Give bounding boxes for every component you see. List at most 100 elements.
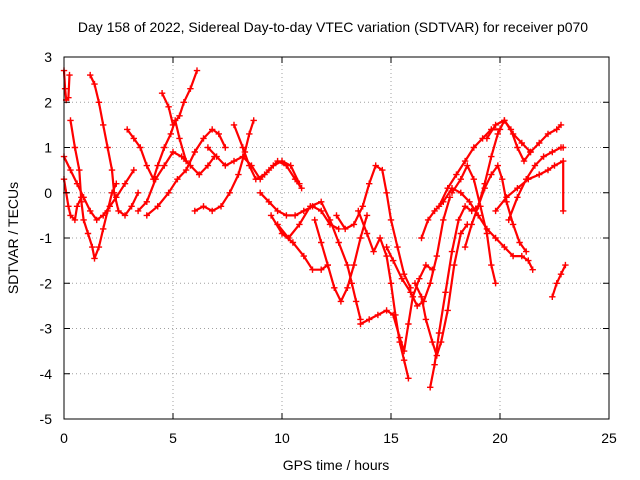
data-point bbox=[427, 280, 434, 287]
data-point bbox=[531, 162, 539, 169]
series-arc-27 bbox=[483, 117, 565, 156]
series-arc-25 bbox=[461, 162, 530, 255]
series-arc-21 bbox=[411, 221, 471, 359]
data-point bbox=[209, 126, 216, 133]
data-point bbox=[167, 130, 174, 138]
data-point bbox=[544, 130, 552, 138]
data-point bbox=[475, 203, 482, 210]
series-track bbox=[437, 128, 502, 208]
data-point bbox=[418, 293, 425, 300]
series-arc-20 bbox=[383, 194, 454, 310]
data-point bbox=[405, 375, 412, 382]
data-point bbox=[309, 266, 316, 273]
data-point bbox=[154, 162, 161, 169]
data-point bbox=[130, 166, 137, 174]
data-point bbox=[344, 284, 351, 291]
data-point bbox=[200, 203, 207, 210]
data-point bbox=[318, 239, 325, 246]
series-track bbox=[450, 164, 497, 285]
data-point bbox=[287, 162, 294, 169]
data-point bbox=[307, 203, 314, 210]
data-point bbox=[176, 112, 183, 119]
data-point bbox=[470, 176, 477, 183]
data-point bbox=[520, 157, 528, 165]
data-point bbox=[300, 252, 307, 260]
data-point bbox=[169, 121, 177, 129]
data-point bbox=[518, 252, 525, 260]
data-point bbox=[379, 166, 386, 174]
data-point bbox=[514, 144, 521, 151]
chart-title: Day 158 of 2022, Sidereal Day-to-day VTE… bbox=[78, 19, 588, 35]
data-point bbox=[394, 243, 401, 251]
series-arc-28 bbox=[505, 144, 567, 224]
data-point bbox=[67, 117, 74, 124]
data-point bbox=[91, 255, 98, 262]
data-point bbox=[200, 135, 207, 142]
data-point bbox=[350, 221, 358, 228]
y-tick-label: 3 bbox=[44, 49, 52, 65]
data-point bbox=[357, 234, 364, 242]
data-point bbox=[440, 216, 447, 224]
series-arc-7 bbox=[158, 67, 201, 129]
y-tick-label: 2 bbox=[44, 94, 52, 110]
data-point bbox=[509, 130, 517, 138]
data-point bbox=[73, 180, 81, 187]
data-point bbox=[390, 257, 397, 264]
data-point bbox=[333, 212, 340, 219]
data-point bbox=[374, 311, 382, 319]
data-point bbox=[560, 157, 567, 165]
data-point bbox=[536, 171, 543, 178]
data-point bbox=[285, 234, 292, 242]
data-point bbox=[405, 320, 412, 328]
data-point bbox=[461, 243, 469, 251]
data-point bbox=[451, 261, 458, 269]
data-point bbox=[289, 239, 297, 246]
data-point bbox=[331, 284, 338, 291]
data-point bbox=[457, 230, 464, 237]
data-point bbox=[470, 144, 477, 151]
data-point bbox=[422, 261, 430, 269]
data-point bbox=[366, 316, 373, 323]
data-point bbox=[518, 139, 525, 147]
data-point bbox=[446, 194, 454, 201]
series-track bbox=[485, 119, 563, 154]
series-arc-22 bbox=[427, 117, 534, 391]
data-point bbox=[562, 261, 569, 269]
data-point bbox=[494, 130, 501, 138]
data-point bbox=[505, 216, 512, 224]
data-point bbox=[418, 234, 425, 242]
data-point bbox=[468, 221, 475, 228]
y-tick-label: -4 bbox=[40, 366, 53, 382]
x-tick-label: 20 bbox=[492, 430, 508, 446]
series-track bbox=[206, 146, 303, 190]
data-point bbox=[65, 94, 72, 101]
data-point bbox=[483, 135, 491, 142]
data-point bbox=[488, 171, 495, 178]
data-point bbox=[553, 126, 560, 133]
x-tick-label: 10 bbox=[274, 430, 290, 446]
data-point bbox=[67, 212, 74, 219]
data-point bbox=[115, 207, 122, 215]
data-point bbox=[270, 162, 277, 169]
series-track bbox=[276, 200, 362, 321]
data-point bbox=[178, 153, 185, 160]
series-track bbox=[385, 196, 451, 307]
data-point bbox=[357, 320, 364, 328]
data-point bbox=[215, 130, 222, 138]
data-point bbox=[383, 307, 390, 314]
data-point bbox=[278, 157, 286, 165]
data-point bbox=[71, 216, 79, 224]
data-point bbox=[143, 162, 150, 169]
data-point bbox=[61, 85, 69, 92]
data-point bbox=[468, 207, 475, 215]
data-point bbox=[169, 148, 177, 156]
data-point bbox=[492, 280, 499, 287]
data-point bbox=[318, 198, 325, 205]
data-point bbox=[501, 117, 508, 124]
data-point bbox=[390, 311, 397, 319]
series-arc-5 bbox=[87, 71, 142, 219]
data-point bbox=[492, 234, 499, 242]
data-point bbox=[76, 166, 83, 174]
data-point bbox=[424, 216, 432, 224]
